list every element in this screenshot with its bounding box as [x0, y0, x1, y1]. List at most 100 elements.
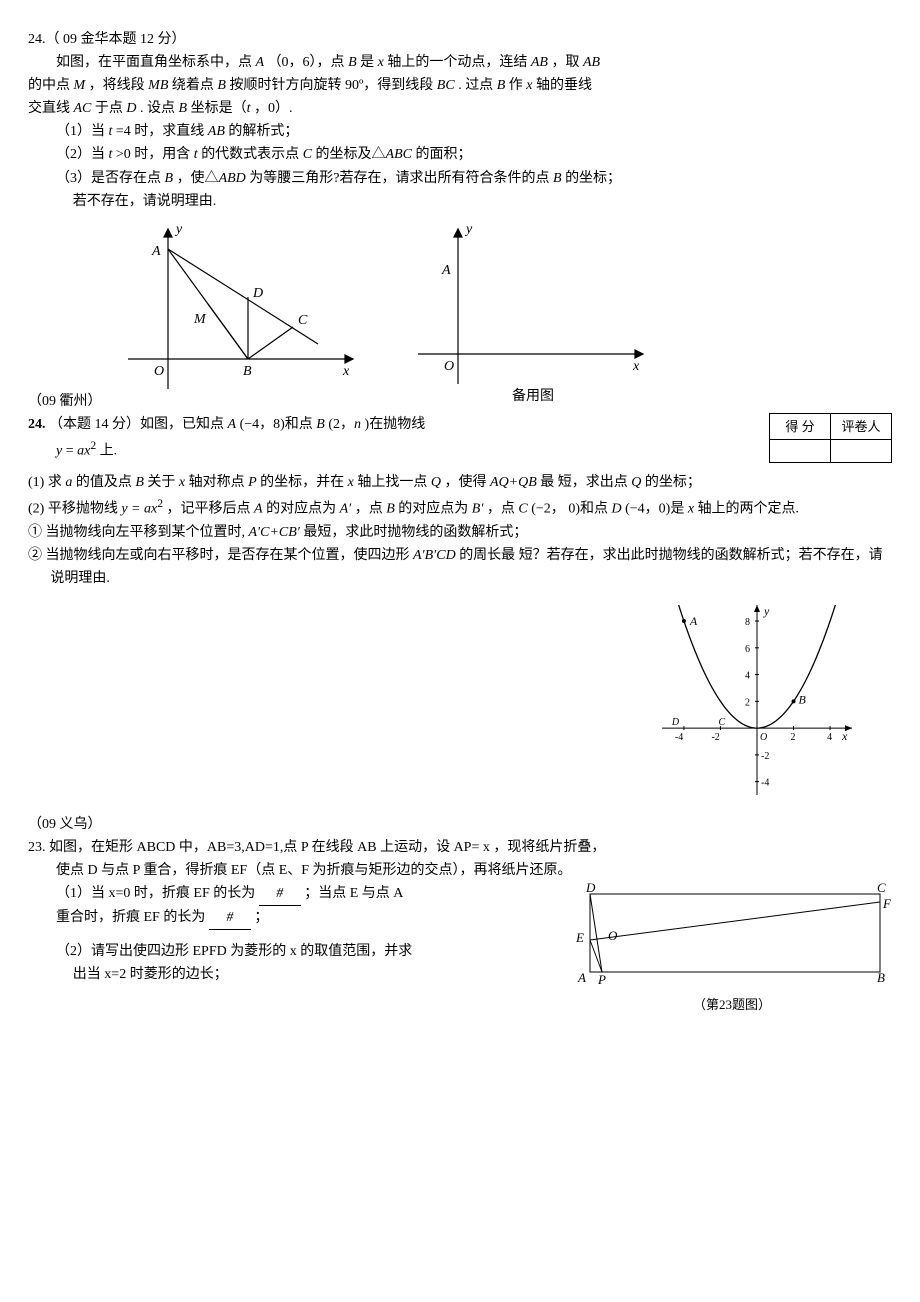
text: 按顺时针方向旋转 90º，得到线段: [229, 78, 436, 93]
text: ，使得: [445, 475, 491, 490]
point-A-label: A: [441, 263, 451, 278]
var-t: t: [109, 124, 113, 139]
text: 短，求出点: [558, 475, 632, 490]
var-x: x: [348, 475, 354, 490]
text: ，将线段: [89, 78, 149, 93]
var-AB: AB: [208, 124, 225, 139]
q24a-fig-right-wrap: y A O x 备用图: [408, 219, 658, 408]
var-A: A: [254, 502, 263, 517]
q23-text-col: （1）当 x=0 时，折痕 EF 的长为 # ；当点 E 与点 A 重合时，折痕…: [28, 882, 554, 986]
var-t: t: [109, 147, 113, 162]
svg-text:D: D: [671, 717, 680, 728]
reviewer-cell[interactable]: [831, 440, 892, 463]
var-A: A: [228, 417, 237, 432]
text: 的坐标及△: [316, 147, 386, 162]
score-hd1: 得 分: [770, 413, 831, 439]
svg-text:C: C: [718, 717, 725, 728]
text: 上.: [100, 444, 118, 459]
var-B: B: [497, 78, 506, 93]
text: 交直线: [28, 101, 74, 116]
var-B: B: [553, 171, 562, 186]
svg-text:B: B: [799, 692, 807, 706]
text: 最: [540, 475, 554, 490]
svg-text:-4: -4: [761, 777, 769, 788]
var-Q: Q: [631, 475, 641, 490]
lbl-F: F: [882, 896, 892, 911]
svg-text:6: 6: [745, 643, 750, 654]
text: 的代数式表示点: [201, 147, 303, 162]
text: ，取: [551, 55, 583, 70]
var-P: P: [248, 475, 257, 490]
text: （2）当: [56, 147, 109, 162]
point-B-label: B: [243, 364, 252, 379]
q23-figure-col: D C F E O A P B （第23题图）: [572, 882, 892, 1015]
var-B: B: [179, 101, 188, 116]
q24b-s1: (1) 求 a 的值及点 B 关于 x 轴对称点 P 的坐标，并在 x 轴上找一…: [28, 471, 892, 494]
text: 绕着点: [172, 78, 218, 93]
var-C: C: [303, 147, 312, 162]
q24a: 24.（ 09 金华本题 12 分） 如图，在平面直角坐标系中，点 A （0，6…: [28, 28, 892, 408]
text: 23. 如图，在矩形 ABCD 中，AB=3,AD=1,点 P 在线段 AB 上…: [28, 840, 605, 855]
q24b-eq: y = ax2 上.: [28, 436, 753, 463]
q23-s1b: 重合时，折痕 EF 的长为 # ；: [28, 906, 554, 930]
eq: y = ax: [121, 502, 157, 517]
var-B: B: [348, 55, 357, 70]
q23-body: （1）当 x=0 时，折痕 EF 的长为 # ；当点 E 与点 A 重合时，折痕…: [28, 882, 892, 1015]
lbl-B: B: [877, 970, 885, 985]
blank-1[interactable]: #: [259, 882, 301, 906]
q24b-num: 24.: [28, 417, 46, 432]
q23-s2: （2）请写出使四边形 EPFD 为菱形的 x 的取值范围，并求: [28, 940, 554, 963]
point-C-label: C: [298, 313, 308, 328]
text: (1) 求: [28, 475, 65, 490]
text: ；当点 E 与点 A: [304, 886, 403, 901]
text: . 过点: [458, 78, 497, 93]
text: 的对应点为: [266, 502, 340, 517]
var-ACCB: A′C+CB′: [249, 525, 300, 540]
var-x: x: [526, 78, 532, 93]
text: =4 时，求直线: [116, 124, 208, 139]
var-AC: AC: [74, 101, 92, 116]
q24a-p2: 的中点 M ，将线段 MB 绕着点 B 按顺时针方向旋转 90º，得到线段 BC…: [28, 74, 892, 97]
var-B: B: [316, 417, 325, 432]
text: ，使△: [177, 171, 219, 186]
text: 的坐标；: [645, 475, 701, 490]
text: 的值及点: [76, 475, 136, 490]
lbl-P: P: [597, 972, 606, 987]
q24b: （09 衢州） 24. （本题 14 分）如图，已知点 A (−4，8)和点 B…: [28, 390, 892, 795]
blank-2[interactable]: #: [209, 906, 251, 930]
point-M-label: M: [193, 312, 207, 327]
text: (−4，0)是: [625, 502, 688, 517]
var-t: t: [194, 147, 198, 162]
svg-text:-2: -2: [711, 732, 719, 743]
score-cell[interactable]: [770, 440, 831, 463]
text: 的解析式；: [228, 124, 298, 139]
backup-caption: 备用图: [408, 385, 658, 408]
text: （本题 14 分）如图，已知点: [49, 417, 228, 432]
text: (−4，8)和点: [240, 417, 317, 432]
var-D: D: [611, 502, 621, 517]
q23-head: 23. 如图，在矩形 ABCD 中，AB=3,AD=1,点 P 在线段 AB 上…: [28, 836, 892, 859]
text: 的面积；: [415, 147, 471, 162]
point-A-label: A: [151, 244, 161, 259]
svg-text:y: y: [763, 605, 770, 618]
text: )在抛物线: [365, 417, 426, 432]
svg-text:4: 4: [827, 732, 832, 743]
text: 最短，求此时抛物线的函数解析式；: [303, 525, 527, 540]
var-x: x: [179, 475, 185, 490]
axis-x-label: x: [342, 364, 350, 379]
score-hd2: 评卷人: [831, 413, 892, 439]
text: （1）当: [56, 124, 109, 139]
text: (2) 平移抛物线: [28, 502, 121, 517]
q24a-s2: （2）当 t >0 时，用含 t 的代数式表示点 C 的坐标及△ABC 的面积；: [28, 143, 892, 166]
text: 重合时，折痕 EF 的长为: [56, 910, 205, 925]
origin-label: O: [154, 364, 164, 379]
svg-text:4: 4: [745, 670, 750, 681]
var-ABCD: A′B′CD: [413, 548, 456, 563]
var-AB: AB: [531, 55, 548, 70]
text: 轴上的一个动点，连结: [387, 55, 531, 70]
svg-text:2: 2: [745, 697, 750, 708]
var-n: n: [354, 417, 361, 432]
var-D: D: [126, 101, 136, 116]
text: 如图，在平面直角坐标系中，点: [56, 55, 256, 70]
lbl-E: E: [575, 930, 584, 945]
